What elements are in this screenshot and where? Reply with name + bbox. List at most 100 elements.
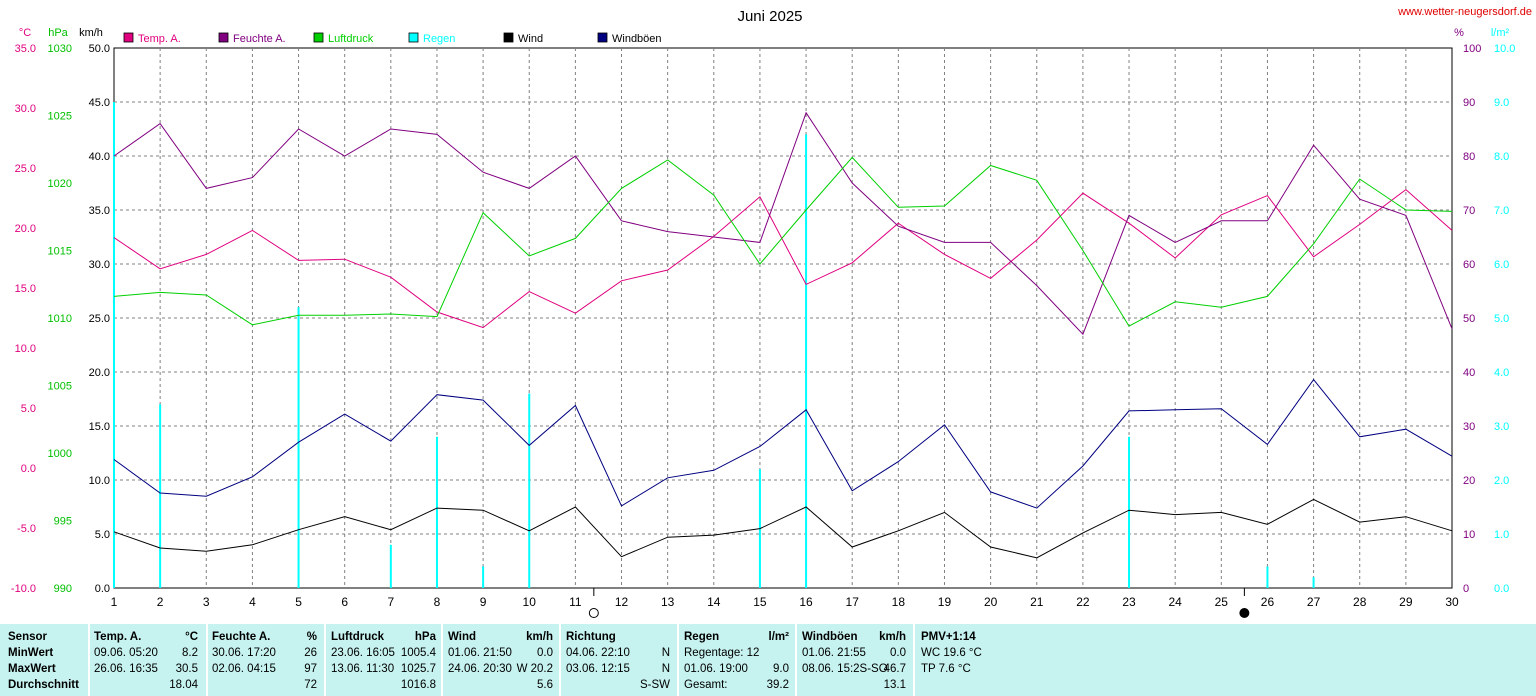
site-link[interactable]: www.wetter-neugersdorf.de [1398,6,1532,18]
stats-pmv-value: TP 7.6 °C [921,663,971,675]
temp-tick-label: 15.0 [15,283,36,295]
wind-tick-label: 45.0 [89,97,110,109]
stats-value: N [661,663,670,675]
stats-value: 1016.8 [400,679,436,691]
rain-bar [1312,577,1315,588]
stats-unit-regen: l/m² [768,631,789,643]
wind-axis-unit: km/h [79,27,103,39]
rain-bar [435,436,438,588]
x-tick-label: 7 [387,595,394,609]
stats-row-label: MaxWert [8,663,56,675]
rain-bar [528,393,531,588]
stats-value: 1005.4 [400,647,436,659]
humidity-tick-label: 70 [1463,205,1475,217]
x-tick-label: 28 [1353,595,1367,609]
wind-tick-label: 35.0 [89,205,110,217]
x-tick-label: 25 [1215,595,1229,609]
wind-tick-label: 5.0 [95,529,110,541]
stats-value: 97 [304,663,317,675]
rain-tick-label: 7.0 [1494,205,1509,217]
rain-axis-unit: l/m² [1491,27,1510,39]
stats-timestamp: 01.06. 21:55 [802,647,866,659]
stats-value: W 20.2 [516,663,553,675]
wind-tick-label: 40.0 [89,151,110,163]
x-tick-label: 29 [1399,595,1413,609]
stats-timestamp: 23.06. 16:05 [331,647,395,659]
stats-value: 18.04 [169,679,198,691]
stats-value: 0.0 [537,647,553,659]
wind-tick-label: 30.0 [89,259,110,271]
stats-value: 72 [304,679,317,691]
panel-divider [324,624,326,696]
legend-label: Feuchte A. [233,33,286,45]
panel-divider [913,624,915,696]
chart-grid [113,47,1453,589]
humidity-axis-unit: % [1454,27,1464,39]
stats-value: 1025.7 [400,663,436,675]
stats-header-regen: Regen [684,631,720,643]
legend-swatch [218,32,229,43]
rain-tick-label: 0.0 [1494,583,1509,595]
stats-pmv-value: WC 19.6 °C [921,647,982,659]
x-tick-label: 4 [249,595,256,609]
x-tick-label: 9 [480,595,487,609]
stats-timestamp: 01.06. 21:50 [448,647,512,659]
legend-swatch [503,32,514,43]
x-tick-label: 24 [1168,595,1182,609]
series-line-luftdruck [113,156,1453,327]
wind-tick-label: 25.0 [89,313,110,325]
stats-value: N [661,647,670,659]
stats-header-luftdruck: Luftdruck [331,631,385,643]
chart-legend: Temp. A. Feuchte A. Luftdruck Regen Wind Wind… [123,32,662,45]
x-tick-label: 22 [1076,595,1090,609]
rain-bar [297,307,300,588]
stats-header-pmv: PMV+1:14 [921,631,976,643]
stats-timestamp: 08.06. 15:2S-SO [802,663,888,675]
panel-divider [677,624,679,696]
legend-swatch [313,32,324,43]
pressure-tick-label: 1005 [48,381,72,393]
stats-timestamp: 01.06. 19:00 [684,663,748,675]
pressure-tick-label: 1010 [48,313,72,325]
temp-tick-label: -5.0 [17,523,36,535]
x-tick-label: 3 [203,595,210,609]
rain-tick-label: 5.0 [1494,313,1509,325]
x-tick-label: 20 [984,595,998,609]
rain-bar [482,566,485,588]
stats-timestamp: Regentage: 12 [684,647,760,659]
stats-col-luftdruck: Luftdruck hPa 23.06. 16:05 1005.4 13.06. 11:… [331,624,436,696]
x-tick-label: 18 [892,595,906,609]
temp-tick-label: 25.0 [15,163,36,175]
stats-timestamp: 26.06. 16:35 [94,663,158,675]
rain-bar [159,404,162,588]
humidity-tick-label: 90 [1463,97,1475,109]
x-tick-label: 17 [846,595,860,609]
rain-tick-label: 6.0 [1494,259,1509,271]
humidity-tick-label: 50 [1463,313,1475,325]
stats-timestamp: 24.06. 20:30 [448,663,512,675]
chart-title: Juni 2025 [737,8,802,25]
rain-bar [1266,566,1269,588]
stats-col-pmv: PMV+1:14 WC 19.6 °C TP 7.6 °C [921,624,1041,696]
stats-value: 9.0 [773,663,789,675]
humidity-tick-label: 40 [1463,367,1475,379]
pressure-tick-label: 995 [54,516,72,528]
moon-new-icon [588,608,599,618]
humidity-tick-label: 80 [1463,151,1475,163]
legend-label: Wind [518,33,543,45]
panel-divider [441,624,443,696]
stats-col-wind: Wind km/h 01.06. 21:50 0.0 24.06. 20:30 W 20.… [448,624,553,696]
panel-divider [559,624,561,696]
humidity-tick-label: 10 [1463,529,1475,541]
temp-tick-label: 0.0 [21,463,36,475]
rain-tick-label: 3.0 [1494,421,1509,433]
rain-bar [113,102,115,588]
stats-col-windboeen: Windböen km/h 01.06. 21:55 0.0 08.06. 15:2S-… [802,624,906,696]
series-lines [113,111,1453,559]
rain-tick-label: 1.0 [1494,529,1509,541]
panel-divider [88,624,90,696]
x-tick-label: 21 [1030,595,1044,609]
wind-tick-label: 15.0 [89,421,110,433]
pressure-axis-unit: hPa [48,27,68,39]
x-tick-label: 6 [341,595,348,609]
